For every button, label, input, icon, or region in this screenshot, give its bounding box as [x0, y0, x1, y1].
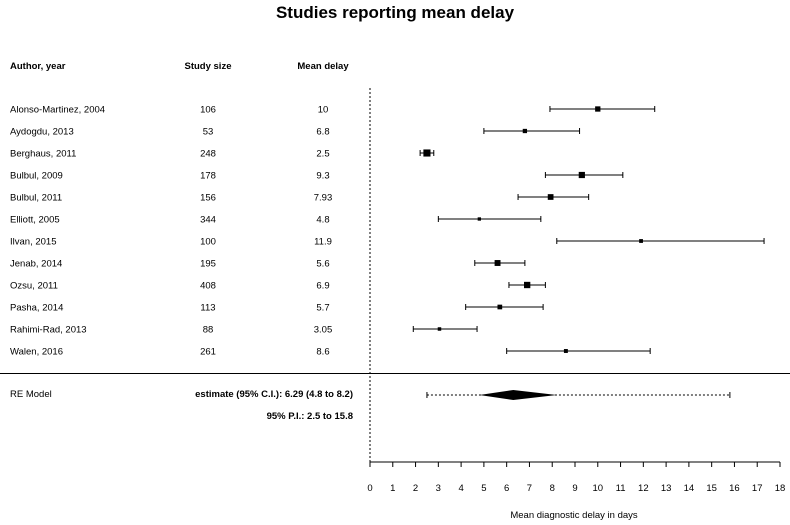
study-author: Ozsu, 2011 — [10, 281, 58, 292]
study-size: 113 — [200, 303, 215, 314]
x-tick-label: 0 — [367, 483, 372, 494]
study-mean: 7.93 — [314, 193, 333, 204]
study-size: 53 — [203, 127, 214, 138]
point-estimate — [578, 171, 585, 179]
study-size: 156 — [200, 193, 216, 204]
point-estimate — [595, 106, 601, 112]
x-tick-label: 4 — [458, 483, 463, 494]
point-estimate — [437, 327, 442, 331]
x-tick-label: 5 — [481, 483, 486, 494]
study-mean: 10 — [318, 105, 329, 116]
x-axis-label: Mean diagnostic delay in days — [510, 510, 638, 521]
study-mean: 11.9 — [314, 237, 332, 248]
study-author: Berghaus, 2011 — [10, 149, 76, 160]
study-author: Bulbul, 2009 — [10, 171, 63, 182]
point-estimate — [494, 260, 501, 266]
study-size: 344 — [200, 215, 216, 226]
point-estimate — [563, 349, 568, 353]
x-tick-label: 6 — [504, 483, 509, 494]
point-estimate — [423, 149, 431, 157]
x-tick-label: 1 — [390, 483, 395, 494]
study-rows: Alonso-Martinez, 2004 106 10 Aydogdu, 2013 5… — [10, 105, 332, 358]
point-estimate — [639, 239, 643, 243]
x-tick-label: 16 — [729, 483, 740, 494]
study-size: 106 — [200, 105, 216, 116]
header-mean-delay: Mean delay — [297, 61, 349, 72]
x-tick-label: 9 — [572, 483, 577, 494]
chart-title: Studies reporting mean delay — [276, 3, 515, 22]
x-axis: 0 1 2 3 4 5 6 7 8 9 10 11 12 13 14 15 16 17 18 — [367, 461, 786, 494]
model-estimate-text: estimate (95% C.I.): 6.29 (4.8 to 8.2) — [195, 389, 353, 400]
model-pi-text: 95% P.I.: 2.5 to 15.8 — [267, 411, 353, 422]
study-size: 195 — [200, 259, 216, 270]
study-author: Elliott, 2005 — [10, 215, 60, 226]
study-mean: 5.7 — [316, 303, 329, 314]
x-tick-label: 3 — [436, 483, 441, 494]
summary-diamond — [479, 390, 557, 400]
study-mean: 8.6 — [316, 347, 329, 358]
point-estimate — [524, 281, 531, 289]
x-tick-label: 8 — [550, 483, 555, 494]
study-size: 408 — [200, 281, 216, 292]
study-author: Bulbul, 2011 — [10, 193, 62, 204]
study-size: 88 — [203, 325, 214, 336]
point-estimate — [497, 304, 503, 310]
study-mean: 3.05 — [314, 325, 333, 336]
study-author: Pasha, 2014 — [10, 303, 63, 314]
study-mean: 6.8 — [316, 127, 329, 138]
study-author: Walen, 2016 — [10, 347, 63, 358]
study-size: 261 — [200, 347, 216, 358]
study-size: 100 — [200, 237, 216, 248]
study-mean: 4.8 — [316, 215, 329, 226]
x-tick-label: 10 — [592, 483, 603, 494]
x-tick-label: 11 — [616, 483, 626, 494]
x-tick-label: 2 — [413, 483, 418, 494]
study-author: Ilvan, 2015 — [10, 237, 56, 248]
study-size: 248 — [200, 149, 216, 160]
x-tick-label: 7 — [527, 483, 532, 494]
header-study-size: Study size — [185, 61, 232, 72]
model-label: RE Model — [10, 389, 52, 400]
x-tick-label: 13 — [661, 483, 672, 494]
study-size: 178 — [200, 171, 216, 182]
x-tick-label: 17 — [752, 483, 763, 494]
study-mean: 5.6 — [316, 259, 329, 270]
study-mean: 6.9 — [316, 281, 329, 292]
x-tick-label: 14 — [684, 483, 695, 494]
x-tick-label: 12 — [638, 483, 649, 494]
study-author: Alonso-Martinez, 2004 — [10, 105, 105, 116]
header-author: Author, year — [10, 61, 66, 72]
plot-marks — [369, 88, 765, 462]
study-mean: 2.5 — [316, 149, 329, 160]
x-tick-label: 18 — [775, 483, 786, 494]
point-estimate — [522, 128, 528, 134]
study-mean: 9.3 — [316, 171, 329, 182]
point-estimate — [547, 194, 554, 200]
point-estimate — [477, 217, 481, 221]
study-author: Rahimi-Rad, 2013 — [10, 325, 87, 336]
study-author: Aydogdu, 2013 — [10, 127, 74, 138]
x-tick-label: 15 — [706, 483, 717, 494]
study-author: Jenab, 2014 — [10, 259, 62, 270]
